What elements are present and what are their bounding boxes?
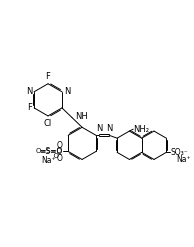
Text: F: F <box>27 103 32 112</box>
Text: N: N <box>26 87 32 96</box>
Text: N: N <box>96 124 102 133</box>
Text: O: O <box>57 154 63 163</box>
Text: O⁻: O⁻ <box>49 153 62 159</box>
Text: SO₃⁻: SO₃⁻ <box>171 148 188 157</box>
Text: O: O <box>57 142 63 150</box>
Text: NH: NH <box>75 112 88 121</box>
Text: F: F <box>46 72 50 82</box>
Text: N: N <box>64 87 70 96</box>
Text: =S=O: =S=O <box>39 147 63 156</box>
Text: O=S=O: O=S=O <box>36 148 62 154</box>
Text: NH₂: NH₂ <box>134 125 150 134</box>
Text: Na⁺: Na⁺ <box>176 155 190 165</box>
Text: Na⁺: Na⁺ <box>41 156 56 165</box>
Text: N: N <box>106 124 113 133</box>
Text: Cl: Cl <box>44 119 52 128</box>
